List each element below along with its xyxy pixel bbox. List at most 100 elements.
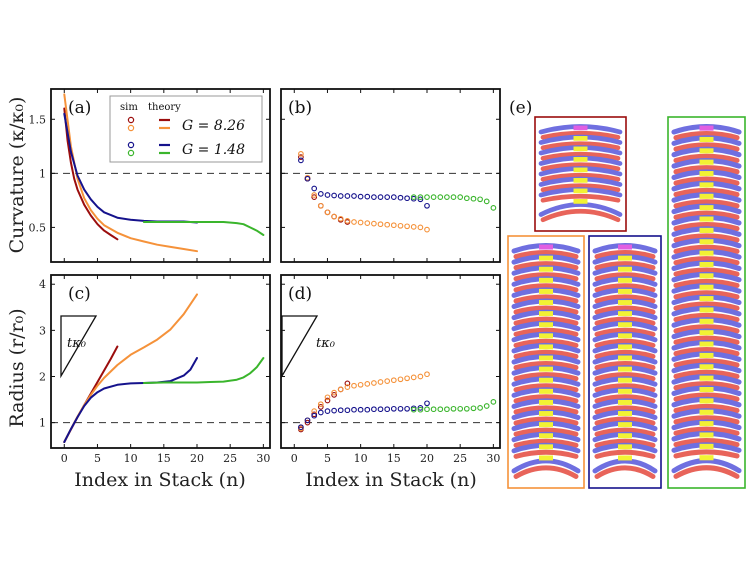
x-tick-label-d: 25 [453,452,467,465]
data-point-b-orange [317,202,324,209]
data-point-b-green [417,194,424,200]
data-point-d-green [430,406,437,413]
data-point-d-green [417,406,424,413]
shell-center-green [699,318,714,324]
data-point-b-navy [377,194,384,200]
shell-center-small [573,146,588,152]
data-point-d-navy [298,424,304,431]
shell-red-navy [594,427,656,437]
data-point-d-navy [397,405,404,412]
x-axis-label-left: Index in Stack (n) [74,469,246,491]
data-point-d-green [410,406,417,413]
shell-red-green [673,187,740,198]
panel-a: 0.5 1 1.5 [29,88,271,263]
x-tick-label-d: 0 [291,452,298,465]
data-point-b-navy [317,191,324,197]
panel-label-e: (e) [509,98,532,118]
data-point-d-orange [337,386,344,393]
shell-red-green [673,176,740,186]
shell-center-green [699,352,714,359]
x-tick-label-c: 5 [94,452,101,465]
data-point-d-navy [424,400,430,407]
shell-center-navy [618,366,632,372]
plot-frame-c [50,274,271,449]
data-point-b-orange [344,218,351,224]
data-point-d-dark_red [317,404,324,410]
shell-center-navy [618,388,632,394]
data-point-b-orange [331,213,337,220]
shell-center-navy [618,411,632,417]
shell-center-navy [618,244,632,250]
data-point-b-green [490,205,497,211]
shell-center-orange [539,244,553,250]
shell-red-green [673,415,740,425]
shell-red-navy [594,283,656,293]
data-point-d-green [450,405,457,412]
data-point-b-dark_red [311,194,318,200]
data-point-b-green [450,194,457,200]
shell-center-navy [618,399,632,405]
y-tick-label-c: 3 [39,324,46,337]
panel-label-c: (c) [68,284,91,304]
data-point-d-orange [390,377,397,384]
data-point-b-navy [424,202,430,209]
shell-center-orange [539,377,553,383]
data-point-b-dark_red [298,154,304,160]
shell-center-small [573,188,588,194]
data-point-b-green [457,194,464,200]
data-point-b-orange [377,221,384,228]
shell-red-green [673,142,740,152]
shell-red-green [673,312,740,323]
shell-red-orange [513,316,579,326]
data-point-b-navy [417,196,424,203]
shell-red-green [673,465,740,479]
data-point-d-orange [424,371,430,378]
shell-blue-green [671,458,742,474]
data-point-b-navy [304,175,311,182]
shell-red-small [540,162,621,172]
shell-red-green [673,381,740,391]
data-point-d-green [437,406,444,413]
data-point-d-green [424,406,430,413]
legend-row1-label: G = 8.26 [182,118,245,134]
shell-center-green [699,125,714,131]
shell-red-green [673,210,740,220]
shell-center-small [573,199,588,204]
data-point-d-orange [364,381,371,387]
data-point-b-orange [357,219,364,226]
shell-red-green [673,131,740,141]
shell-center-orange [539,300,553,306]
data-point-b-orange [351,219,357,225]
data-point-b-navy [331,192,337,199]
shell-center-orange [539,333,553,339]
data-point-d-navy [331,407,337,414]
shell-red-navy [594,360,656,371]
shell-red-orange [513,349,579,359]
shell-red-orange [513,438,579,448]
shell-center-navy [618,322,632,328]
shell-red-orange [513,383,579,393]
data-point-b-green [444,194,450,200]
shell-red-navy [594,394,656,404]
y-tick-label-a: 1.5 [29,113,47,126]
shell-center-green [699,171,714,177]
shell-blue-navy [592,458,658,474]
shell-center-small [573,136,588,141]
shell-center-green [699,273,714,279]
shell-center-green [699,284,714,290]
data-point-d-orange [344,384,351,390]
stack-green [667,116,746,489]
shell-center-green [699,227,714,233]
x-tick-label-c: 25 [223,452,237,465]
y-tick-label-a: 0.5 [29,221,47,234]
shell-center-orange [539,444,553,450]
shell-center-green [699,398,714,404]
shell-center-navy [618,344,632,350]
shell-center-orange [539,399,553,405]
data-point-d-orange [357,381,364,388]
shell-red-navy [594,416,656,426]
y-tick-label-c: 2 [39,370,46,383]
data-point-d-green [444,406,450,413]
shell-center-orange [539,288,553,294]
